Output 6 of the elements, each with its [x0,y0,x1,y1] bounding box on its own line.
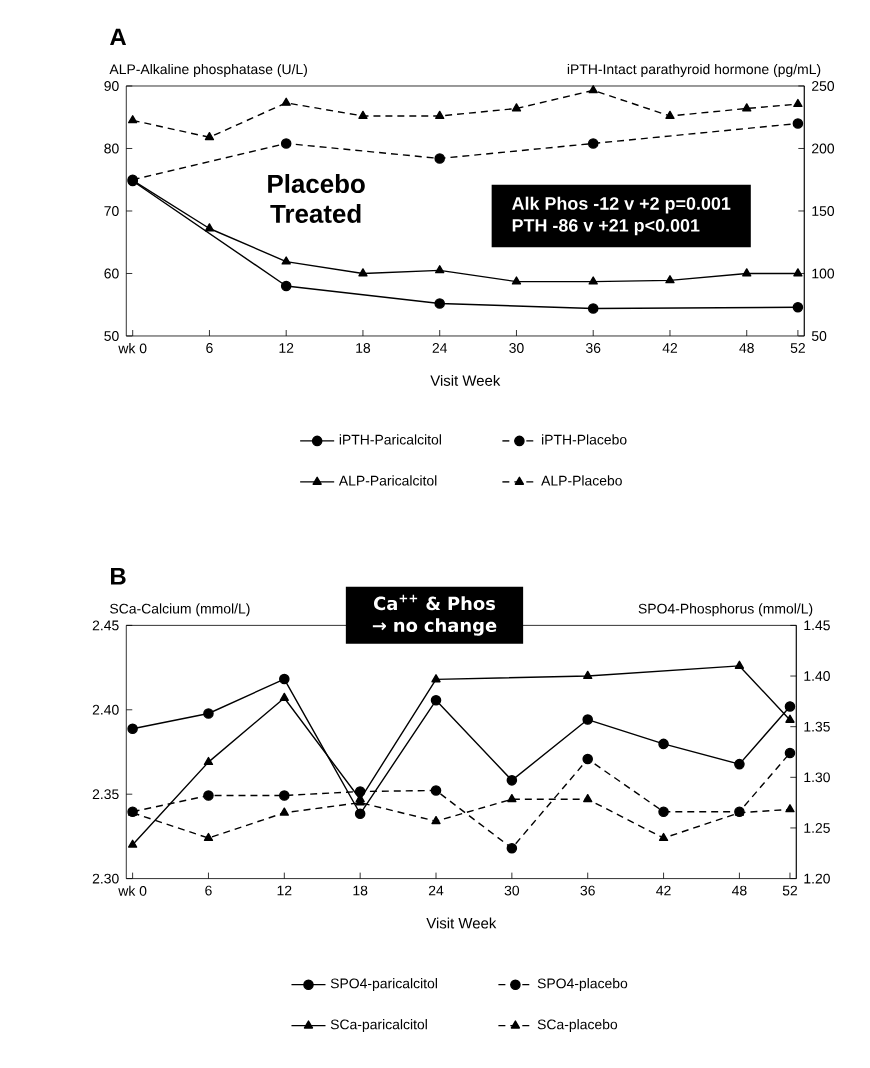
chart-title: A [109,28,126,46]
annotation: PTH -86 v +21 p<0.001 [512,219,700,236]
annotation: Alk Phos -12 v +2 p=0.001 [511,196,731,214]
annotation: Placebo Treated [268,174,365,223]
annotation: Ca$^{++}$ & Phos → no change [372,594,497,636]
chart-title: B [110,568,126,585]
